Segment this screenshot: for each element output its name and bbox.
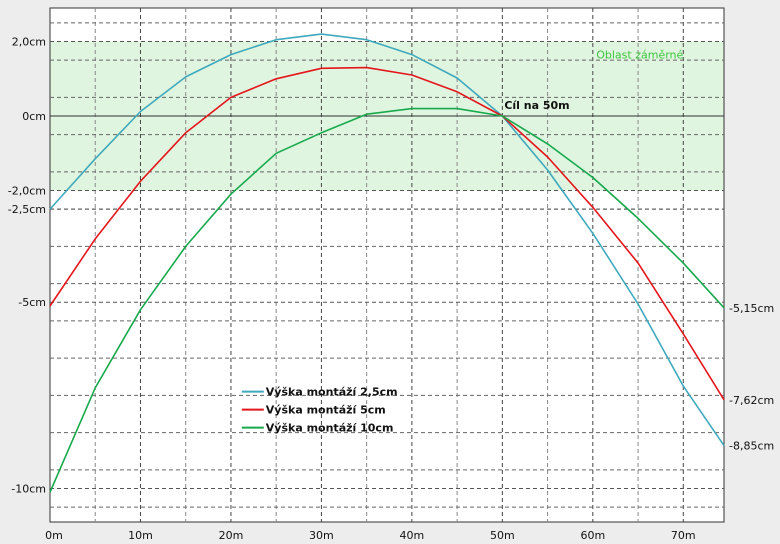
x-axis-ticks: 0m 10m 20m 30m 40m 50m 60m 70m [45,529,696,542]
grid [49,7,725,523]
target-label: Cíl na 50m [504,99,569,112]
x-tick-label: 70m [671,529,696,542]
series-end-label: -5,15cm [729,302,774,315]
legend-label: Výška montáží 10cm [266,422,394,435]
series-end-label: -7,62cm [729,394,774,407]
legend-label: Výška montáží 5cm [266,404,386,417]
x-tick-label: 10m [128,529,153,542]
y-tick-label: 2,0cm [12,36,46,49]
x-tick-label: 30m [309,529,334,542]
series-line-3 [49,107,725,493]
series-line-1 [49,33,725,447]
y-axis-ticks: 2,0cm 0cm -2,0cm -2,5cm -5cm -10cm [8,36,46,496]
zone-label: Oblast záměrné [596,48,683,61]
series-lines [49,33,725,493]
y-tick-label: -10cm [11,482,46,495]
y-tick-label: -5cm [18,296,46,309]
x-tick-label: 20m [219,529,244,542]
series-end-labels: -8,85cm -7,62cm -5,15cm [729,302,774,453]
x-tick-label: 40m [400,529,425,542]
y-tick-label: -2,0cm [8,185,46,198]
x-tick-label: 0m [45,529,63,542]
x-tick-label: 60m [580,529,605,542]
y-tick-label: 0cm [22,110,46,123]
series-end-label: -8,85cm [729,440,774,453]
legend: Výška montáží 2,5cm Výška montáží 5cm Výšk… [241,386,398,435]
y-tick-label: -2,5cm [8,203,46,216]
x-tick-label: 50m [490,529,515,542]
plot-frame [49,7,725,523]
legend-label: Výška montáží 2,5cm [266,386,398,399]
series-line-2 [49,66,725,401]
